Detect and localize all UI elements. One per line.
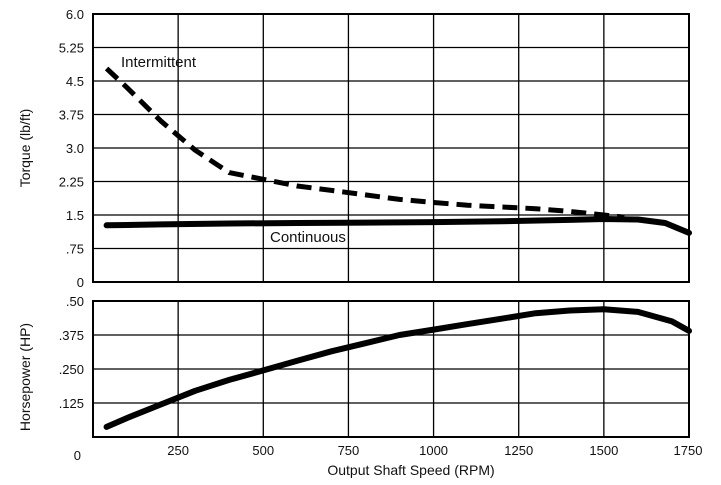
intermittent-annotation: Intermittent <box>121 54 197 71</box>
rpm-x-tick-label: 500 <box>252 443 274 458</box>
torque-y-tick-label: 0 <box>77 275 84 290</box>
continuous-annotation: Continuous <box>270 229 346 246</box>
torque-y-tick-label: 1.5 <box>66 208 84 223</box>
rpm-x-tick-label: 1000 <box>419 443 448 458</box>
horsepower-line <box>103 306 692 430</box>
rpm-x-tick-label: 750 <box>338 443 360 458</box>
torque-y-axis-label: Torque (lb/ft) <box>17 109 33 188</box>
hp-y-tick-label: .250 <box>59 362 84 377</box>
horsepower-y-tick-labels: .125 .250 .375 .50 <box>59 294 84 411</box>
hp-y-tick-label: .375 <box>59 328 84 343</box>
rpm-x-tick-labels: 0 250 500 750 1000 1250 1500 1750 <box>74 443 703 463</box>
continuous-torque-line <box>103 216 692 236</box>
torque-y-tick-label: 3.75 <box>59 108 84 123</box>
horsepower-y-axis-label: Horsepower (HP) <box>17 323 33 431</box>
horsepower-chart: .125 .250 .375 .50 0 250 500 750 1000 1250 1500 17… <box>17 294 702 478</box>
intermittent-torque-line <box>104 66 625 220</box>
torque-chart-series <box>103 66 692 236</box>
hp-y-tick-label: .50 <box>66 294 84 309</box>
horsepower-chart-frame <box>92 300 690 438</box>
rpm-x-tick-label: 1500 <box>589 443 618 458</box>
torque-y-tick-label: 4.5 <box>66 74 84 89</box>
rpm-x-tick-label: 1750 <box>674 443 703 458</box>
torque-y-tick-label: 6.0 <box>66 7 84 22</box>
torque-y-tick-labels: 0 .75 1.5 2.25 3.0 3.75 4.5 5.25 6.0 <box>59 7 84 290</box>
horsepower-chart-grid <box>92 300 690 437</box>
rpm-x-axis-label: Output Shaft Speed (RPM) <box>327 462 494 478</box>
torque-y-tick-label: 2.25 <box>59 175 84 190</box>
torque-y-tick-label: 5.25 <box>59 41 84 56</box>
hp-y-tick-label: .125 <box>59 396 84 411</box>
horsepower-chart-series <box>103 306 692 430</box>
rpm-x-tick-label: 250 <box>167 443 189 458</box>
torque-chart-frame <box>92 13 690 283</box>
torque-y-tick-label: 3.0 <box>66 141 84 156</box>
torque-chart: 0 .75 1.5 2.25 3.0 3.75 4.5 5.25 6.0 Torque (lb/… <box>17 7 692 290</box>
torque-y-tick-label: .75 <box>66 242 84 257</box>
rpm-x-tick-label: 0 <box>74 448 81 463</box>
rpm-x-tick-label: 1250 <box>504 443 533 458</box>
